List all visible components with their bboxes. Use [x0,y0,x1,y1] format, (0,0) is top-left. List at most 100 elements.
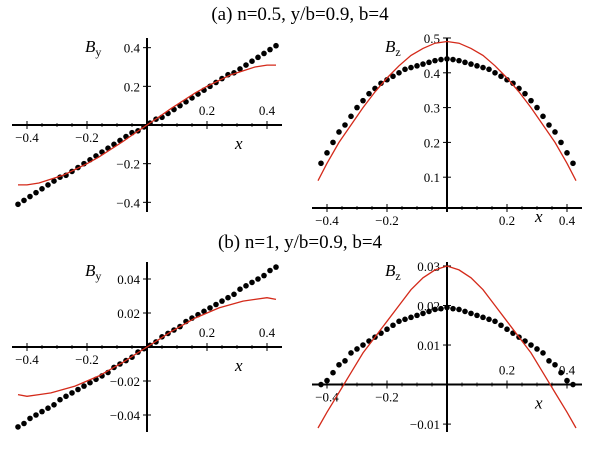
x-tick-label: −0.4 [315,213,339,228]
data-point [456,306,462,313]
data-point [450,56,456,63]
plot-a-by: −0.4 −0.2 0.2 0.4 −0.4 −0.2 0.2 0.4 x By [12,37,282,212]
data-point [237,66,243,72]
data-point [558,139,564,146]
data-point [432,57,438,64]
data-point [261,50,267,57]
y-tick-label: 0.01 [417,338,440,353]
data-point [552,361,558,368]
data-point [219,298,225,304]
x-tick-label: 0.4 [259,103,276,118]
data-point [408,314,414,321]
y-axis-label: Bz [385,37,401,59]
x-tick-label: −0.4 [15,352,39,367]
data-point [552,129,558,135]
data-point [27,415,33,422]
data-point [21,197,27,204]
data-point [45,405,51,412]
data-point [438,305,444,312]
data-point [348,113,354,120]
model-curve [17,297,277,397]
data-point [330,369,336,376]
data-point [564,377,570,384]
data-point [402,66,408,73]
data-point [69,390,75,396]
data-point [324,150,330,156]
x-tick-label: 0.4 [559,213,576,228]
data-point [51,178,57,184]
data-point [87,379,93,386]
data-point [462,308,468,315]
data-point [360,97,366,104]
x-axis-label: x [234,134,243,153]
x-tick-label: 0.4 [259,325,276,340]
data-point [486,66,492,73]
data-point [420,310,426,317]
data-point [414,63,420,69]
data-point [15,201,21,208]
data-point [396,318,402,325]
y-tick-label: −0.01 [410,417,440,432]
data-point [528,342,534,348]
data-point [336,361,342,368]
data-point [462,59,468,66]
panel-b-title: (b) n=1, y/b=0.9, b=4 [218,232,383,253]
y-tick-label: 0.4 [124,41,141,56]
data-point [558,369,564,376]
data-point [267,46,273,53]
data-point [390,322,396,329]
data-point [444,56,450,62]
data-point [201,308,207,315]
data-point [207,305,213,311]
data-point [237,286,243,293]
y-tick-label: −0.02 [110,374,140,389]
data-point [486,316,492,323]
data-point [426,59,432,66]
y-tick-label: 0.1 [424,170,440,185]
y-tick-label: 0.2 [124,79,140,94]
data-point [534,346,540,352]
data-point [420,61,426,67]
data-point [510,80,516,87]
data-point [504,76,510,83]
y-tick-label: 0.2 [424,135,440,150]
data-point [474,63,480,69]
data-point [39,408,45,415]
x-tick-label: −0.2 [75,130,99,145]
data-point [33,189,39,196]
data-point [342,122,348,128]
data-point [498,322,504,329]
data-point [534,104,540,111]
data-point [354,346,360,352]
y-tick-label: 0.4 [424,66,441,81]
data-point [432,306,438,313]
y-axis-label: By [85,37,101,59]
data-point [63,393,69,400]
data-point [75,386,81,393]
x-tick-label: −0.2 [375,213,399,228]
data-point [480,314,486,321]
data-point [480,64,486,71]
data-point [414,312,420,319]
model-curve [317,265,577,429]
data-point [504,326,510,333]
data-point [402,316,408,323]
data-point [564,150,570,156]
data-point [336,129,342,135]
data-point [546,358,552,364]
data-point [51,402,57,408]
data-point [438,56,444,63]
x-tick-label: 0.2 [499,363,515,378]
x-tick-label: −0.4 [15,130,39,145]
data-point [27,193,33,200]
y-tick-label: 0.5 [424,31,440,46]
data-point [231,291,237,298]
data-point [255,276,261,282]
x-tick-label: 0.2 [499,213,515,228]
data-point [249,279,255,286]
data-point [318,381,324,388]
data-point [492,70,498,76]
x-axis-label: x [534,394,543,413]
